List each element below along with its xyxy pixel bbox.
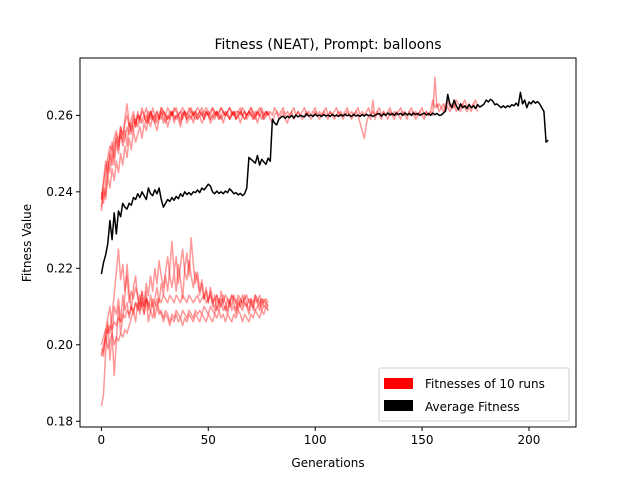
run-line-2 <box>100 103 269 200</box>
x-axis-label: Generations <box>291 456 364 470</box>
y-tick-label: 0.22 <box>46 261 73 275</box>
run-line-3 <box>100 110 269 205</box>
y-tick-label: 0.18 <box>46 414 73 428</box>
legend-label-runs: Fitnesses of 10 runs <box>425 377 545 391</box>
run-line-4 <box>100 76 479 212</box>
legend-box <box>378 367 570 422</box>
y-tick-label: 0.26 <box>46 108 73 122</box>
legend: Fitnesses of 10 runs Average Fitness <box>378 367 570 422</box>
x-axis-ticks: 0 50 100 150 200 <box>98 427 541 447</box>
run-line-8 <box>100 240 269 357</box>
y-axis-label: Fitness Value <box>20 204 34 282</box>
legend-label-average: Average Fitness <box>425 400 520 414</box>
run-line-7 <box>100 263 269 407</box>
x-tick-label: 200 <box>518 433 541 447</box>
y-tick-label: 0.24 <box>46 185 73 199</box>
run-line-5 <box>100 99 479 200</box>
run-line-6 <box>100 294 269 358</box>
axes-frame <box>79 57 577 428</box>
average-fitness-line <box>100 91 549 275</box>
x-tick-label: 100 <box>304 433 327 447</box>
y-axis-ticks: 0.18 0.20 0.22 0.24 0.26 <box>46 108 80 428</box>
plot-lines <box>100 76 549 407</box>
run-line-10 <box>100 294 269 345</box>
run-line-1 <box>100 110 269 208</box>
legend-swatch-average <box>384 400 413 411</box>
legend-swatch-runs <box>384 378 413 389</box>
y-tick-label: 0.20 <box>46 338 73 352</box>
chart-title: Fitness (NEAT), Prompt: balloons <box>214 37 441 53</box>
run-line-9 <box>100 236 269 354</box>
x-tick-label: 0 <box>98 433 106 447</box>
x-tick-label: 150 <box>411 433 434 447</box>
x-tick-label: 50 <box>201 433 216 447</box>
